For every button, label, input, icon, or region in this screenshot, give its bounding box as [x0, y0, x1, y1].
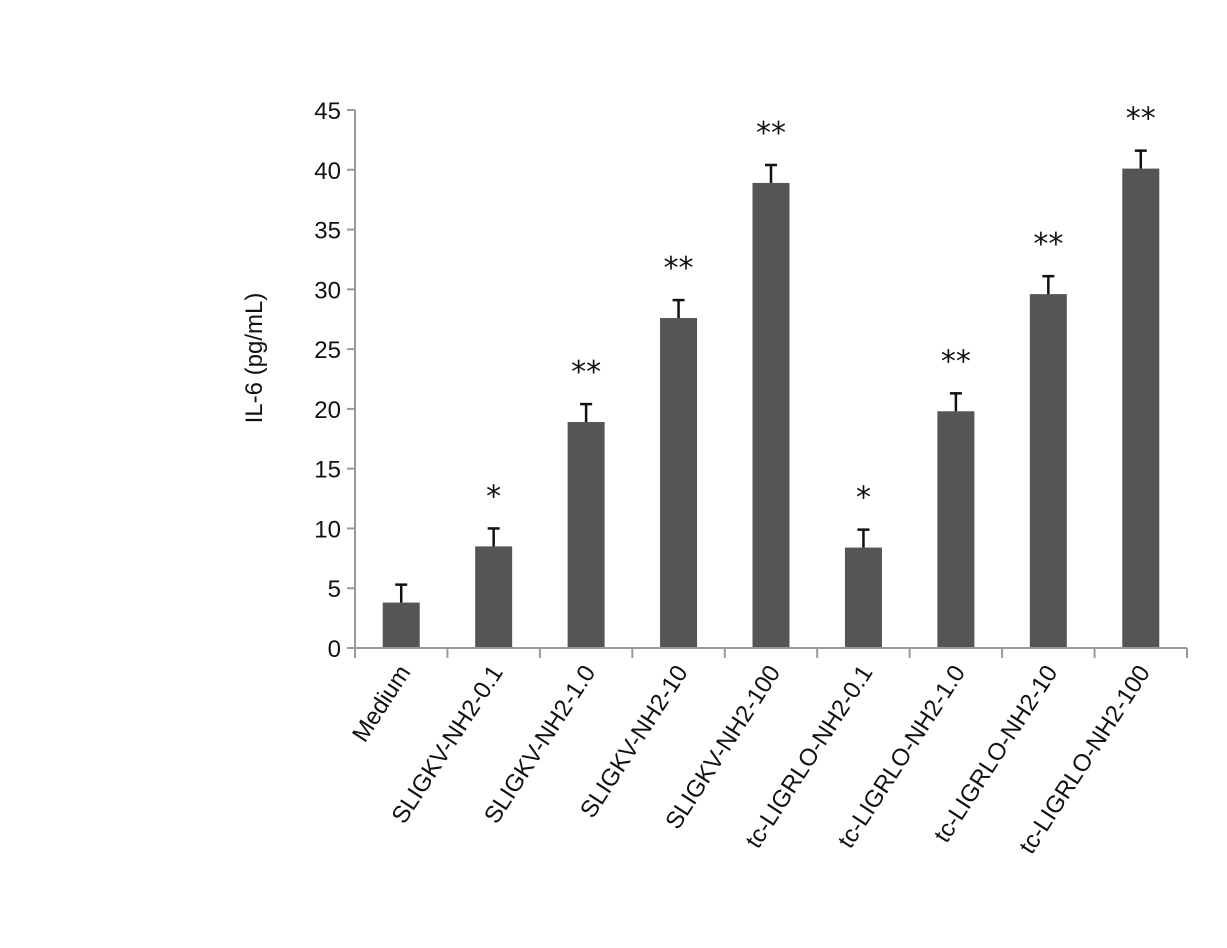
significance-label-6: **	[941, 344, 971, 379]
y-tick-label-1: 5	[328, 576, 341, 603]
error-bar-2	[580, 402, 593, 423]
error-bar-8	[1134, 149, 1147, 169]
error-bar-7	[1042, 274, 1055, 295]
significance-label-4: **	[756, 116, 786, 151]
bar-1	[475, 546, 513, 648]
significance-label-2: **	[571, 355, 601, 390]
significance-layer: **************	[486, 102, 1156, 516]
y-axis-title: IL-6 (pg/mL)	[241, 293, 268, 424]
labels-layer: MediumSLIGKV-NH2-0.1SLIGKV-NH2-1.0SLIGKV…	[314, 98, 1156, 859]
error-bar-1	[487, 527, 500, 547]
y-tick-label-7: 35	[314, 218, 341, 245]
bar-3	[660, 318, 698, 648]
y-tick-label-5: 25	[314, 337, 341, 364]
bar-8	[1122, 168, 1160, 649]
significance-label-1: *	[486, 479, 501, 514]
error-bar-0	[395, 583, 408, 603]
significance-label-3: **	[664, 251, 694, 286]
y-tick-label-9: 45	[314, 98, 341, 125]
error-bar-3	[672, 298, 685, 319]
axes-layer	[347, 109, 1188, 658]
bar-4	[752, 182, 790, 648]
significance-label-7: **	[1033, 227, 1063, 262]
y-tick-label-8: 40	[314, 158, 341, 185]
bar-7	[1029, 294, 1067, 648]
bar-6	[937, 411, 975, 648]
error-bar-6	[949, 392, 962, 412]
y-tick-label-3: 15	[314, 457, 341, 484]
bar-0	[382, 602, 420, 648]
bar-5	[844, 547, 882, 648]
significance-label-8: **	[1126, 102, 1156, 137]
error-bars-layer	[395, 149, 1147, 603]
error-bar-4	[765, 163, 777, 183]
significance-label-5: *	[856, 481, 871, 516]
bar-2	[567, 422, 605, 648]
error-bar-5	[857, 528, 870, 548]
y-tick-label-6: 30	[314, 277, 341, 304]
y-tick-label-4: 20	[314, 397, 341, 424]
y-tick-label-2: 10	[314, 516, 341, 543]
category-label-0: Medium	[347, 661, 416, 747]
bars-layer	[382, 168, 1160, 649]
y-tick-label-0: 0	[328, 636, 341, 663]
